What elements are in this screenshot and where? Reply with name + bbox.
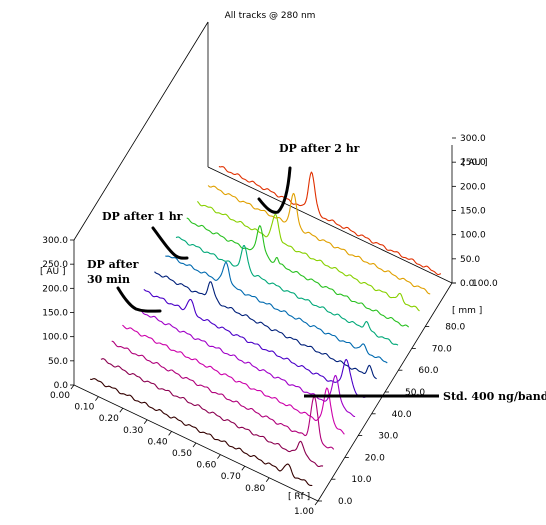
rf-tick-mark [70,384,75,390]
mm-tick-label: 60.0 [418,366,438,376]
right-y-tick-label: 0.0 [460,279,475,289]
track-line-3 [111,340,335,450]
right-y-tick-label: 200.0 [460,182,486,192]
rf-tick-label: 0.70 [221,472,241,482]
rf-tick-label: 0.00 [50,391,70,401]
right-y-tick-label: 150.0 [460,207,486,217]
rf-tick-label: 0.10 [74,403,94,413]
rf-tick-mark [241,465,246,471]
annotations: DP after 2 hr DP after 1 hr DP after 30 … [87,142,546,403]
left-y-tick-label: 50.0 [48,357,68,367]
rf-tick-mark [95,396,99,401]
rf-tick-mark [192,442,197,448]
rf-tick-mark [119,407,124,413]
annotation-dp-2hr: DP after 2 hr [279,142,360,155]
left-y-axis-unit: [ AU ] [40,267,66,277]
left-y-tick-label: 0.0 [54,381,69,391]
mm-tick-label: 50.0 [405,388,425,398]
right-y-tick-label: 300.0 [460,134,486,144]
mm-tick-label: 10.0 [351,475,371,485]
track-line-10 [186,217,410,328]
rf-tick-label: 1.00 [294,507,314,517]
annotation-dp-1hr: DP after 1 hr [102,210,183,223]
annotation-std: Std. 400 ng/band [443,390,546,403]
rf-tick-label: 0.30 [123,426,143,436]
track-line-5 [132,307,356,418]
left-y-tick-label: 200.0 [42,284,68,294]
left-y-tick-label: 100.0 [42,333,68,343]
rf-axis: 0.00 0.10 0.20 0.30 0.40 0.50 0.60 0.70 0.80 1.00 [50,384,319,517]
track-line-7 [154,271,377,380]
rf-tick-label: 0.80 [245,484,265,494]
right-y-axis-unit: [ AU ] [462,158,488,168]
mm-tick-label: 0.0 [338,497,353,507]
annotation-dp-1hr-pointer [151,226,189,260]
rf-tick-mark [265,477,270,483]
mm-tick-label: 20.0 [365,453,385,463]
track-line-12 [207,185,431,295]
annotation-dp-30min-pointer [116,286,162,313]
left-y-tick-label: 150.0 [42,309,68,319]
track-line-11 [196,201,420,312]
track-line-2 [100,358,324,468]
left-y-axis: 0.0 50.0 100.0 150.0 200.0 250.0 300.0 [42,236,74,391]
track-line-13 [218,165,442,276]
rf-tick-label: 0.60 [196,461,216,471]
rf-tick-mark [143,419,148,425]
left-y-tick-label: 250.0 [42,260,68,270]
mm-tick-label: 30.0 [378,432,398,442]
mm-tick-label: 70.0 [432,344,452,354]
chart-title: All tracks @ 280 nm [225,11,316,21]
right-y-tick-label: 50.0 [460,255,480,265]
left-y-tick-label: 300.0 [42,236,68,246]
track-line-1 [89,378,313,487]
mm-tick-label: 80.0 [445,323,465,333]
rf-tick-mark [217,454,221,459]
depth-axis-unit: [ mm ] [452,306,482,316]
mm-tick-label: 40.0 [392,410,412,420]
track-line-8 [165,255,388,364]
rf-tick-mark [314,500,319,506]
right-y-tick-label: 250.0 [460,158,486,168]
rf-tick-label: 0.40 [148,437,168,447]
mm-tick-label: 100.0 [472,279,498,289]
right-y-tick-label: 100.0 [460,231,486,241]
track-line-4 [122,324,345,435]
annotation-dp-30min-line2: 30 min [87,273,130,286]
annotation-dp-2hr-pointer [257,166,292,214]
track-line-9 [175,236,399,346]
rf-tick-label: 0.20 [99,414,119,424]
rf-tick-mark [168,431,172,436]
mm-axis: 0.0 10.0 20.0 30.0 40.0 50.0 60.0 70.0 80.0 100.0 [318,279,498,507]
track-line-6 [143,288,367,398]
rf-tick-label: 0.50 [172,449,192,459]
rf-axis-unit: [ Rf ] [288,492,310,502]
right-y-axis: 0.0 50.0 100.0 150.0 200.0 250.0 300.0 [452,134,486,289]
track-lines [89,165,442,487]
annotation-dp-30min-line1: DP after [87,258,139,271]
